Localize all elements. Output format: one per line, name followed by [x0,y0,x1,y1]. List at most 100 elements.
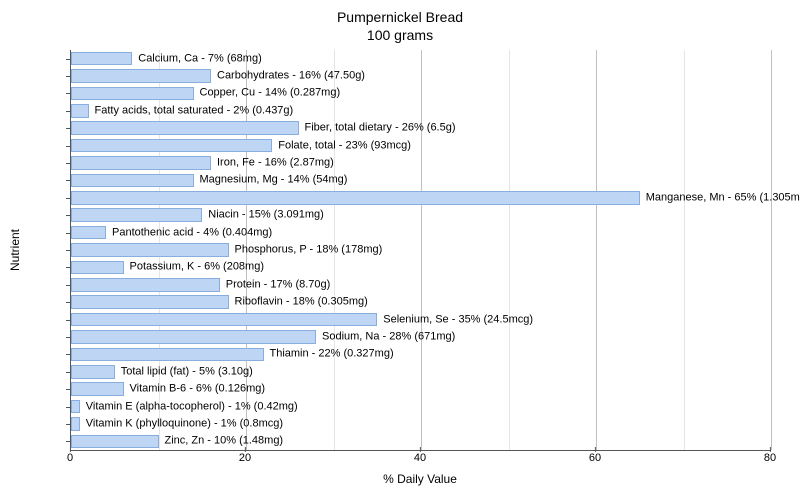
nutrient-bar [71,365,115,379]
bar-row: Zinc, Zn - 10% (1.48mg) [71,435,771,449]
nutrient-bar-label: Calcium, Ca - 7% (68mg) [138,53,261,64]
nutrient-bar [71,278,220,292]
x-tick-label: 0 [67,452,73,464]
bar-row: Carbohydrates - 16% (47.50g) [71,69,771,83]
nutrient-bar [71,226,106,240]
nutrient-bar [71,382,124,396]
nutrient-bar-label: Manganese, Mn - 65% (1.305mg) [646,192,800,203]
y-tick-mark [66,354,71,355]
nutrient-bar-label: Total lipid (fat) - 5% (3.10g) [121,366,253,377]
plot-area: Calcium, Ca - 7% (68mg) Carbohydrates - 1… [70,50,771,451]
bar-row: Selenium, Se - 35% (24.5mcg) [71,313,771,327]
x-tick: 20 [239,452,251,464]
x-tick: 0 [67,452,73,464]
x-tick: 60 [589,452,601,464]
nutrient-bar-label: Vitamin E (alpha-tocopherol) - 1% (0.42m… [86,401,298,412]
bar-row: Phosphorus, P - 18% (178mg) [71,243,771,257]
nutrient-bar-label: Pantothenic acid - 4% (0.404mg) [112,227,272,238]
y-tick-mark [66,320,71,321]
bar-row: Copper, Cu - 14% (0.287mg) [71,87,771,101]
y-tick-mark [66,128,71,129]
y-tick-mark [66,198,71,199]
nutrient-bar [71,174,194,188]
chart-title: Pumpernickel Bread 100 grams [0,0,800,44]
y-tick-mark [66,180,71,181]
nutrient-bar [71,261,124,275]
x-tick-label: 20 [239,452,251,464]
y-tick-mark [66,250,71,251]
y-tick-mark [66,93,71,94]
x-ticks: 020406080 [70,450,770,470]
x-tick-label: 80 [764,452,776,464]
y-tick-mark [66,233,71,234]
nutrient-bar-label: Fiber, total dietary - 26% (6.5g) [305,123,456,134]
x-tick-mark [770,447,771,452]
nutrient-bar [71,295,229,309]
nutrient-bar [71,121,299,135]
nutrient-bar [71,417,80,431]
nutrient-bar [71,87,194,101]
x-tick: 40 [414,452,426,464]
nutrient-bar-label: Protein - 17% (8.70g) [226,279,331,290]
nutrient-bar-label: Fatty acids, total saturated - 2% (0.437… [95,105,294,116]
nutrient-bar [71,104,89,118]
y-tick-mark [66,337,71,338]
x-tick-mark [70,447,71,452]
nutrient-bar-label: Potassium, K - 6% (208mg) [130,262,265,273]
nutrient-bar [71,400,80,414]
y-tick-mark [66,111,71,112]
bar-row: Calcium, Ca - 7% (68mg) [71,52,771,66]
bar-row: Niacin - 15% (3.091mg) [71,208,771,222]
bar-row: Pantothenic acid - 4% (0.404mg) [71,226,771,240]
nutrient-bar-label: Thiamin - 22% (0.327mg) [270,349,394,360]
nutrient-bar [71,208,202,222]
y-tick-mark [66,424,71,425]
nutrient-bar-label: Niacin - 15% (3.091mg) [208,210,324,221]
bar-row: Vitamin K (phylloquinone) - 1% (0.8mcg) [71,417,771,431]
nutrient-bar [71,313,377,327]
nutrient-bar-label: Iron, Fe - 16% (2.87mg) [217,158,334,169]
nutrient-bar-label: Zinc, Zn - 10% (1.48mg) [165,436,284,447]
bar-row: Iron, Fe - 16% (2.87mg) [71,156,771,170]
bar-row: Fatty acids, total saturated - 2% (0.437… [71,104,771,118]
gridline-major [771,50,772,450]
bar-row: Vitamin B-6 - 6% (0.126mg) [71,382,771,396]
y-tick-mark [66,267,71,268]
nutrient-bar [71,156,211,170]
nutrient-bar [71,139,272,153]
x-tick: 80 [764,452,776,464]
x-tick-mark [420,447,421,452]
y-tick-mark [66,372,71,373]
nutrient-bar [71,348,264,362]
y-tick-mark [66,146,71,147]
nutrient-bar-label: Vitamin K (phylloquinone) - 1% (0.8mcg) [86,418,283,429]
nutrient-bar [71,330,316,344]
nutrient-bar-label: Folate, total - 23% (93mcg) [278,140,411,151]
bars-container: Calcium, Ca - 7% (68mg) Carbohydrates - 1… [71,50,771,450]
x-axis-label: % Daily Value [70,472,770,486]
bar-row: Potassium, K - 6% (208mg) [71,261,771,275]
y-tick-mark [66,59,71,60]
bar-row: Manganese, Mn - 65% (1.305mg) [71,191,771,205]
nutrient-bar [71,52,132,66]
nutrient-bar-label: Sodium, Na - 28% (671mg) [322,331,455,342]
nutrient-bar [71,191,640,205]
y-tick-mark [66,389,71,390]
nutrient-bar-label: Phosphorus, P - 18% (178mg) [235,244,383,255]
nutrient-bar-label: Copper, Cu - 14% (0.287mg) [200,88,341,99]
nutrient-bar-label: Riboflavin - 18% (0.305mg) [235,297,368,308]
nutrient-bar [71,243,229,257]
y-tick-mark [66,407,71,408]
bar-row: Thiamin - 22% (0.327mg) [71,348,771,362]
nutrient-bar-label: Carbohydrates - 16% (47.50g) [217,71,365,82]
y-tick-mark [66,215,71,216]
x-tick-label: 40 [414,452,426,464]
bar-row: Sodium, Na - 28% (671mg) [71,330,771,344]
x-tick-mark [595,447,596,452]
y-tick-mark [66,302,71,303]
nutrient-bar-label: Selenium, Se - 35% (24.5mcg) [383,314,533,325]
y-tick-mark [66,441,71,442]
nutrient-bar-label: Vitamin B-6 - 6% (0.126mg) [130,384,266,395]
chart-title-line2: 100 grams [0,26,800,44]
y-tick-mark [66,285,71,286]
